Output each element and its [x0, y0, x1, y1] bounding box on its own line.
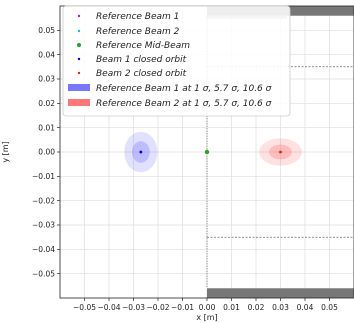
- y-tick-label-5: 0.00: [38, 148, 55, 157]
- y-tick-label-2: 0.03: [38, 75, 55, 84]
- legend-entry-envelope-beam-2: Reference Beam 2 at 1 σ, 5.7 σ, 10.6 σ: [68, 99, 272, 109]
- y-tick-label-0: 0.05: [38, 26, 55, 35]
- x-axis-ticks: −0.05 −0.04 −0.03 −0.02 −0.01 0.00 0.01 0.02 0.0…: [73, 298, 338, 312]
- y-tick-label-4: 0.01: [38, 123, 55, 132]
- legend-marker-reference-beam-2: [77, 29, 81, 33]
- y-axis-label: y [m]: [1, 141, 10, 162]
- legend-entry-reference-beam-2: Reference Beam 2: [77, 27, 180, 37]
- points-layer: [139, 149, 282, 155]
- x-tick-label-8: 0.03: [272, 303, 289, 312]
- x-tick-label-1: −0.04: [98, 303, 121, 312]
- x-tick-label-3: −0.02: [147, 303, 170, 312]
- legend-marker-beam-2-closed-orbit: [77, 71, 81, 75]
- x-tick-label-4: −0.01: [171, 303, 194, 312]
- point-beam-2-closed-orbit-0: [279, 150, 282, 154]
- y-tick-label-1: 0.04: [38, 50, 55, 59]
- legend-label-envelope-beam-1: Reference Beam 1 at 1 σ, 5.7 σ, 10.6 σ: [96, 84, 272, 94]
- legend-entry-reference-beam-1: Reference Beam 1: [77, 12, 179, 22]
- legend: Reference Beam 1 Reference Beam 2 Refere…: [62, 5, 291, 117]
- legend-entry-beam-1-closed-orbit: Beam 1 closed orbit: [77, 55, 187, 65]
- legend-patch-envelope-beam-1: [68, 84, 90, 91]
- legend-entry-envelope-beam-1: Reference Beam 1 at 1 σ, 5.7 σ, 10.6 σ: [68, 84, 272, 94]
- x-tick-label-6: 0.01: [223, 303, 240, 312]
- x-tick-label-7: 0.02: [248, 303, 265, 312]
- legend-marker-reference-mid-beam: [77, 43, 81, 47]
- legend-label-reference-beam-2: Reference Beam 2: [96, 27, 180, 37]
- y-tick-label-6: −0.01: [32, 172, 55, 181]
- y-tick-label-10: −0.05: [32, 269, 55, 278]
- y-tick-label-7: −0.02: [32, 196, 55, 205]
- y-tick-label-8: −0.03: [32, 221, 55, 230]
- aperture-bottom: [207, 288, 354, 298]
- x-tick-label-9: 0.04: [297, 303, 314, 312]
- legend-label-reference-beam-1: Reference Beam 1: [96, 12, 179, 22]
- x-axis-label: x [m]: [196, 313, 217, 322]
- legend-entry-reference-mid-beam: Reference Mid-Beam: [77, 41, 190, 51]
- legend-label-beam-1-closed-orbit: Beam 1 closed orbit: [96, 55, 187, 65]
- legend-marker-beam-1-closed-orbit: [77, 57, 81, 61]
- legend-label-reference-mid-beam: Reference Mid-Beam: [96, 41, 190, 51]
- y-tick-label-9: −0.04: [32, 245, 55, 254]
- x-tick-label-0: −0.05: [73, 303, 96, 312]
- legend-patch-envelope-beam-2: [68, 99, 90, 106]
- legend-label-beam-2-closed-orbit: Beam 2 closed orbit: [96, 69, 187, 79]
- y-tick-label-3: 0.02: [38, 99, 55, 108]
- y-axis-ticks: 0.05 0.04 0.03 0.02 0.01 0.00 −0.01 −0.02 −0.03 −…: [32, 26, 60, 278]
- legend-box: [62, 5, 291, 117]
- x-tick-label-2: −0.03: [122, 303, 145, 312]
- x-tick-label-5: 0.00: [199, 303, 216, 312]
- x-tick-label-10: 0.05: [321, 303, 338, 312]
- point-reference-mid-beam-0: [204, 149, 210, 155]
- legend-marker-reference-beam-1: [77, 14, 81, 18]
- legend-entry-beam-2-closed-orbit: Beam 2 closed orbit: [77, 69, 187, 79]
- legend-label-envelope-beam-2: Reference Beam 2 at 1 σ, 5.7 σ, 10.6 σ: [96, 99, 272, 109]
- point-beam-1-closed-orbit-0: [139, 150, 143, 154]
